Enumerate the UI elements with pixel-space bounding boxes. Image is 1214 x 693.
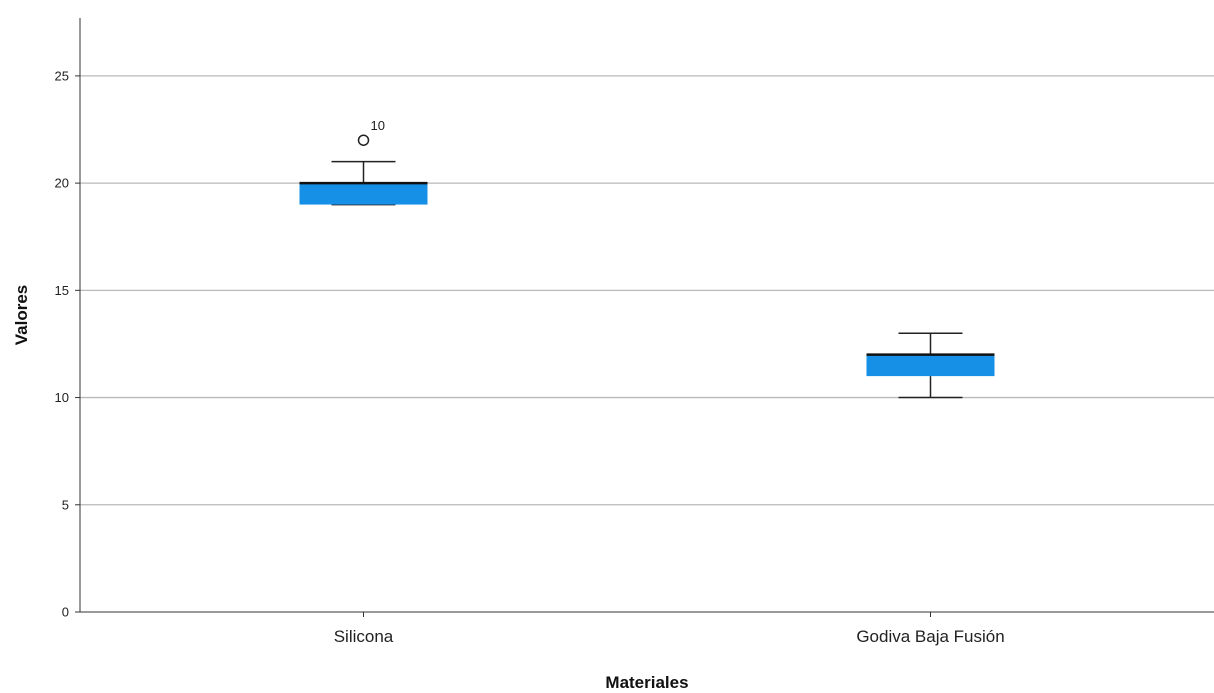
iqr-box xyxy=(299,183,428,205)
gridlines xyxy=(75,75,1214,613)
axes xyxy=(79,18,1214,613)
y-tick-label: 5 xyxy=(62,497,69,512)
outlier-label: 10 xyxy=(371,118,385,133)
y-axis-title: Valores xyxy=(12,285,31,346)
box-group: 10 xyxy=(299,118,428,206)
category-labels: Silicona Godiva Baja Fusión xyxy=(334,612,1005,646)
y-tick-label: 15 xyxy=(55,283,69,298)
y-tick-label: 25 xyxy=(55,68,69,83)
x-axis-title: Materiales xyxy=(605,673,688,692)
boxes: 10 xyxy=(299,118,995,399)
category-label: Silicona xyxy=(334,627,394,646)
y-tick-labels: 0 5 10 15 20 25 xyxy=(55,68,69,619)
y-tick-label: 0 xyxy=(62,605,69,620)
category-label: Godiva Baja Fusión xyxy=(856,627,1004,646)
outlier-point xyxy=(357,134,370,146)
y-tick-label: 20 xyxy=(55,176,69,191)
iqr-box xyxy=(866,354,995,377)
box-group xyxy=(866,332,995,399)
y-tick-label: 10 xyxy=(55,390,69,405)
